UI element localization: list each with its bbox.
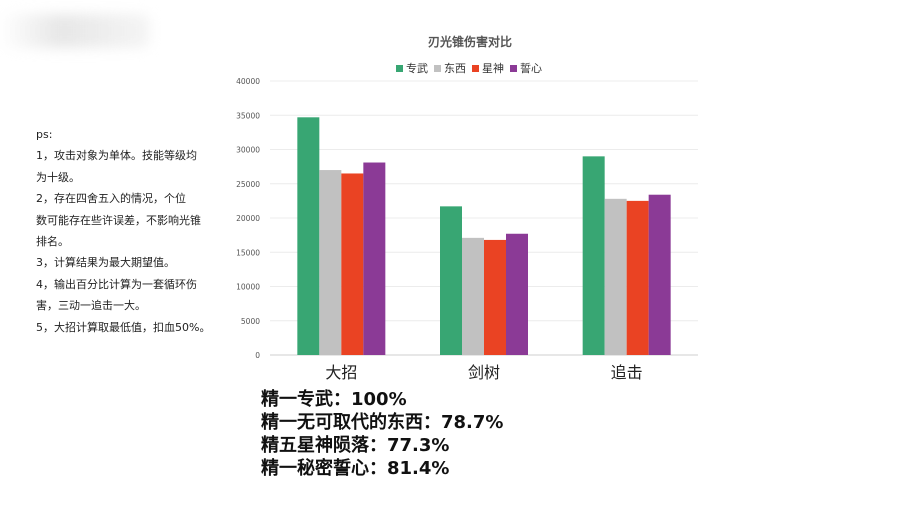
bars-group [297, 117, 671, 356]
x-axis: 大招 剑树 追击 [325, 363, 642, 382]
legend-swatch [472, 65, 479, 72]
legend-label: 东西 [444, 62, 466, 75]
bar-誓心 [363, 162, 386, 355]
summary-line: 精五星神陨落：77.3% [261, 435, 450, 456]
legend-label: 星神 [482, 61, 504, 75]
damage-chart: 刃光锥伤害对比 专武 东西 星神 誓心 0 5000 10000 15000 20000 250… [220, 28, 720, 388]
bar-誓心 [506, 233, 528, 355]
notes-line: 3，计算结果为最大期望值。 [36, 256, 175, 270]
bar-专武 [582, 156, 605, 355]
legend-swatch [396, 65, 403, 72]
bar-东西 [604, 198, 627, 355]
y-tick-label: 15000 [236, 248, 260, 257]
chart-legend: 专武 东西 星神 誓心 [396, 61, 542, 75]
bar-东西 [462, 237, 484, 355]
y-tick-label: 40000 [236, 77, 260, 86]
notes-line: 4，输出百分比计算为一套循环伤 [36, 277, 197, 291]
chart-title: 刃光锥伤害对比 [428, 34, 512, 49]
x-tick-label: 剑树 [468, 363, 500, 382]
bar-专武 [297, 117, 320, 356]
bar-誓心 [648, 194, 671, 355]
bar-星神 [484, 239, 506, 355]
y-tick-label: 20000 [236, 214, 260, 223]
legend-label: 专武 [406, 61, 428, 75]
notes-line: 排名。 [36, 235, 69, 249]
bar-星神 [341, 173, 364, 355]
notes-line: 2，存在四舍五入的情况，个位 [36, 192, 186, 206]
notes-line: 为十级。 [36, 170, 80, 184]
legend-label: 誓心 [520, 62, 542, 75]
y-tick-label: 10000 [236, 283, 260, 292]
notes-line: 数可能存在些许误差，不影响光锥 [36, 213, 201, 227]
y-tick-label: 30000 [236, 146, 260, 155]
y-tick-label: 25000 [236, 180, 260, 189]
y-tick-label: 35000 [236, 111, 260, 120]
bar-东西 [319, 170, 342, 355]
y-tick-label: 0 [255, 351, 260, 360]
bar-专武 [440, 206, 462, 355]
bar-星神 [626, 200, 649, 355]
notes-line: 5，大招计算取最低值，扣血50%。 [36, 320, 211, 334]
x-tick-label: 大招 [325, 363, 357, 382]
summary-line: 精一专武：100% [261, 389, 407, 410]
x-tick-label: 追击 [611, 363, 643, 382]
notes-line: 害，三动一追击一大。 [36, 299, 146, 313]
bar-chart-svg: 刃光锥伤害对比 专武 东西 星神 誓心 0 5000 10000 15000 20000 250… [236, 34, 698, 382]
legend-swatch [510, 65, 517, 72]
summary-line: 精一秘密誓心：81.4% [261, 458, 450, 479]
summary-line: 精一无可取代的东西：78.7% [261, 412, 504, 433]
y-tick-label: 5000 [241, 317, 260, 326]
legend-swatch [434, 65, 441, 72]
notes-title: ps: [36, 128, 53, 141]
summary-panel: 精一专武：100% 精一无可取代的东西：78.7% 精五星神陨落：77.3% 精… [261, 388, 503, 480]
blurred-watermark [0, 14, 150, 48]
y-axis: 0 5000 10000 15000 20000 25000 30000 35000 40000 [236, 77, 260, 360]
notes-panel: ps: 1，攻击对象为单体。技能等级均 为十级。 2，存在四舍五入的情况，个位 … [36, 124, 218, 338]
notes-line: 1，攻击对象为单体。技能等级均 [36, 149, 197, 163]
